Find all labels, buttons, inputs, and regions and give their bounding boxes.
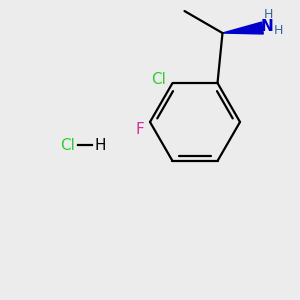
Polygon shape — [223, 22, 263, 34]
Text: Cl: Cl — [61, 137, 75, 152]
Text: Cl: Cl — [152, 71, 166, 86]
Text: H: H — [274, 23, 283, 37]
Text: F: F — [135, 122, 144, 137]
Text: H: H — [94, 137, 106, 152]
Text: N: N — [260, 19, 273, 34]
Text: H: H — [264, 8, 273, 20]
